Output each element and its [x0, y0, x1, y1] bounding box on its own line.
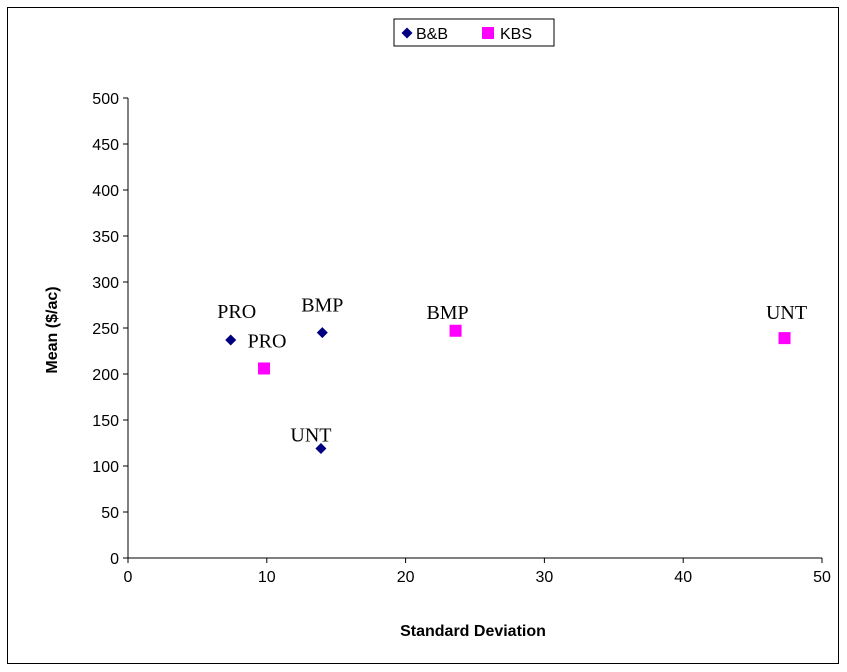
x-tick-label: 30 [536, 569, 554, 586]
y-tick-label: 150 [92, 413, 119, 430]
point-label: BMP [426, 302, 468, 324]
legend-label-b-and-b: B&B [416, 26, 448, 43]
data-points: PRO BMP UNT PRO BMP UNT [217, 295, 807, 454]
x-tick-label: 50 [813, 569, 831, 586]
y-tick-label: 300 [92, 275, 119, 292]
point-kbs-pro [258, 362, 270, 374]
y-tick-label: 400 [92, 183, 119, 200]
y-axis-title: Mean ($/ac) [44, 286, 61, 373]
y-tick-label: 450 [92, 137, 119, 154]
legend-marker-kbs [482, 27, 494, 39]
x-tick-label: 0 [124, 569, 133, 586]
point-label: PRO [217, 301, 256, 323]
x-axis-title: Standard Deviation [400, 623, 546, 640]
point-label: PRO [248, 330, 287, 352]
y-tick-label: 350 [92, 229, 119, 246]
legend: B&B KBS [394, 19, 554, 46]
point-label: BMP [301, 295, 343, 317]
point-kbs-unt [779, 332, 791, 344]
point-bb-pro [225, 334, 236, 345]
point-kbs-bmp [450, 325, 462, 337]
x-tick-label: 10 [258, 569, 276, 586]
point-label: UNT [290, 425, 331, 447]
y-tick-label: 500 [92, 91, 119, 108]
legend-label-kbs: KBS [500, 26, 532, 43]
y-tick-label: 200 [92, 367, 119, 384]
y-tick-label: 0 [110, 551, 119, 568]
y-tick-label: 250 [92, 321, 119, 338]
point-label: UNT [766, 302, 807, 324]
point-bb-bmp [317, 327, 328, 338]
y-tick-label: 100 [92, 459, 119, 476]
axes: 0 50 100 150 200 250 300 350 400 450 500 0 10 20 30 40 5… [92, 91, 831, 586]
x-tick-label: 20 [397, 569, 415, 586]
y-tick-label: 50 [101, 505, 119, 522]
x-tick-label: 40 [674, 569, 692, 586]
